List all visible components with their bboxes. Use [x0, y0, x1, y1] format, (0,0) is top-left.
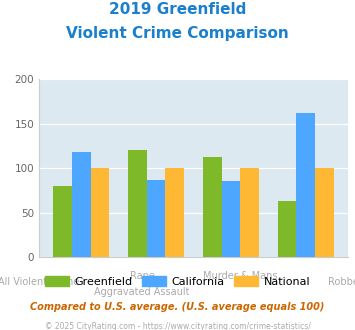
Bar [222, 181, 240, 257]
Bar [240, 168, 259, 257]
Bar [72, 152, 91, 257]
Text: Aggravated Assault: Aggravated Assault [94, 287, 190, 297]
Text: Murder & Mans...: Murder & Mans... [203, 271, 287, 280]
Bar [203, 157, 222, 257]
Text: Compared to U.S. average. (U.S. average equals 100): Compared to U.S. average. (U.S. average … [30, 302, 325, 312]
Text: All Violent Crime: All Violent Crime [0, 277, 80, 287]
Text: © 2025 CityRating.com - https://www.cityrating.com/crime-statistics/: © 2025 CityRating.com - https://www.city… [45, 322, 310, 330]
Text: Robbery: Robbery [328, 277, 355, 287]
Bar [165, 168, 184, 257]
Bar [296, 113, 315, 257]
Bar [128, 150, 147, 257]
Bar [53, 186, 72, 257]
Text: Rape: Rape [130, 271, 154, 280]
Bar [147, 180, 165, 257]
Bar [315, 168, 334, 257]
Bar [91, 168, 109, 257]
Bar [278, 201, 296, 257]
Legend: Greenfield, California, National: Greenfield, California, National [40, 271, 315, 291]
Text: Violent Crime Comparison: Violent Crime Comparison [66, 26, 289, 41]
Text: 2019 Greenfield: 2019 Greenfield [109, 2, 246, 16]
